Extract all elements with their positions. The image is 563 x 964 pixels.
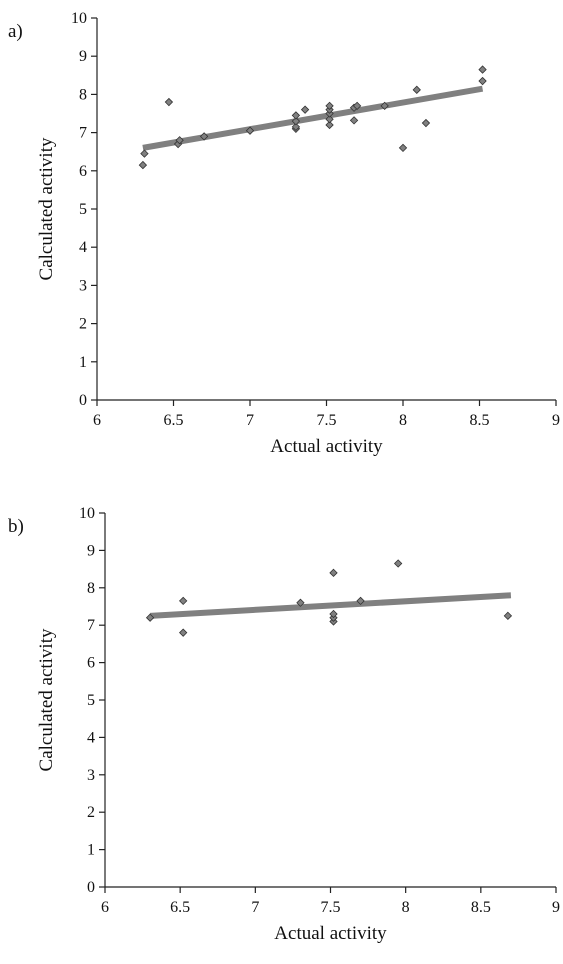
y-tick-label: 1 bbox=[79, 354, 87, 371]
x-tick-label: 8.5 bbox=[471, 899, 491, 916]
data-point bbox=[398, 143, 408, 153]
x-tick-label: 9 bbox=[552, 412, 560, 429]
data-point bbox=[352, 101, 362, 111]
x-axis-title: Actual activity bbox=[274, 923, 387, 944]
y-axis-title: Calculated activity bbox=[36, 628, 57, 771]
data-point bbox=[503, 611, 513, 621]
data-point bbox=[329, 568, 338, 578]
y-tick-label: 2 bbox=[87, 804, 95, 821]
x-tick-label: 7 bbox=[246, 412, 254, 429]
trendline bbox=[142, 85, 484, 151]
data-point bbox=[164, 97, 174, 107]
y-tick-label: 10 bbox=[79, 505, 95, 522]
y-tick-label: 9 bbox=[79, 48, 87, 65]
data-point bbox=[291, 116, 301, 126]
chart-panel-b: b) 0 1 2 3 4 5 6 7 8 9 10 6 6.5 7 7.5 8 8.5 9 Actual activi… bbox=[8, 505, 560, 944]
y-axis-title: Calculated activity bbox=[36, 137, 57, 280]
data-point bbox=[145, 613, 155, 622]
x-tick-label: 7.5 bbox=[321, 899, 341, 916]
data-point bbox=[349, 116, 359, 125]
data-point bbox=[138, 160, 148, 170]
x-tick-label: 6 bbox=[93, 412, 101, 429]
y-tick-label: 4 bbox=[79, 239, 87, 256]
data-point bbox=[140, 149, 149, 158]
y-tick-label: 7 bbox=[79, 125, 87, 142]
y-tick-label: 0 bbox=[87, 879, 95, 896]
data-point bbox=[356, 596, 365, 606]
y-tick-label: 7 bbox=[87, 617, 95, 634]
data-point bbox=[478, 76, 487, 86]
y-tick-label: 8 bbox=[79, 86, 87, 103]
x-tick-label: 8 bbox=[399, 412, 407, 429]
trendline bbox=[149, 592, 512, 619]
data-point bbox=[325, 115, 334, 124]
data-point bbox=[393, 559, 403, 568]
x-tick-label: 7 bbox=[251, 899, 259, 916]
data-point bbox=[325, 101, 334, 111]
y-tick-label: 6 bbox=[79, 163, 87, 180]
y-tick-label: 5 bbox=[79, 201, 87, 218]
data-point bbox=[478, 65, 487, 74]
data-point bbox=[291, 122, 301, 132]
x-tick-label: 6.5 bbox=[164, 412, 184, 429]
data-point bbox=[329, 609, 338, 619]
y-tick-label: 8 bbox=[87, 580, 95, 597]
panel-label: b) bbox=[8, 516, 24, 537]
y-tick-label: 3 bbox=[87, 767, 95, 784]
y-tick-label: 9 bbox=[87, 542, 95, 559]
x-tick-label: 9 bbox=[552, 899, 560, 916]
y-tick-label: 3 bbox=[79, 277, 87, 294]
x-tick-label: 8.5 bbox=[470, 412, 490, 429]
data-point bbox=[175, 136, 184, 145]
x-axis-title: Actual activity bbox=[270, 436, 383, 457]
data-point bbox=[179, 628, 188, 637]
data-point bbox=[291, 111, 301, 120]
data-point bbox=[296, 598, 305, 607]
data-point bbox=[179, 596, 188, 606]
y-tick-label: 6 bbox=[87, 655, 95, 672]
x-tick-label: 6.5 bbox=[170, 899, 190, 916]
x-tick-label: 6 bbox=[101, 899, 109, 916]
data-point bbox=[421, 118, 431, 128]
y-tick-label: 4 bbox=[87, 729, 95, 746]
y-tick-label: 10 bbox=[71, 10, 87, 27]
x-tick-label: 8 bbox=[402, 899, 410, 916]
x-tick-label: 7.5 bbox=[317, 412, 337, 429]
data-point bbox=[199, 132, 209, 141]
chart-panel-a: a) 0 1 2 3 4 5 6 7 8 9 10 6 6.5 7 7.5 8 8.5 9 Actual activi… bbox=[8, 10, 560, 457]
panel-label: a) bbox=[8, 21, 23, 42]
data-point bbox=[325, 120, 334, 130]
data-point bbox=[412, 85, 421, 94]
y-tick-label: 2 bbox=[79, 316, 87, 333]
data-point bbox=[245, 126, 255, 135]
y-tick-label: 0 bbox=[79, 392, 87, 409]
y-tick-label: 1 bbox=[87, 842, 95, 859]
y-tick-label: 5 bbox=[87, 692, 95, 709]
data-point bbox=[300, 105, 310, 114]
data-point bbox=[380, 101, 389, 111]
